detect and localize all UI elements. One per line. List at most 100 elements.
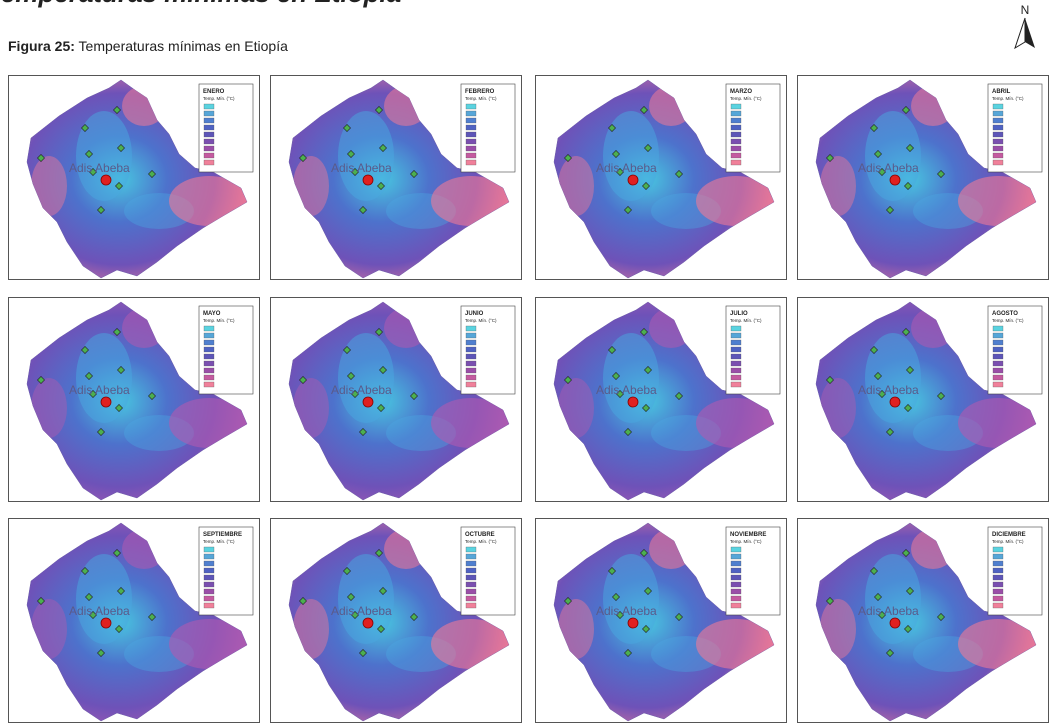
legend-swatch — [466, 568, 476, 573]
lowland — [384, 308, 428, 348]
city-label: Adis Abeba — [331, 604, 392, 618]
legend-swatch — [466, 333, 476, 338]
lowland — [169, 398, 249, 448]
map: Adis AbebaABRILTemp. Mín. (°C) — [798, 76, 1048, 279]
figure-caption: Figura 25: Temperaturas mínimas en Etiop… — [8, 38, 288, 54]
legend-swatch — [993, 118, 1003, 123]
highland — [338, 554, 394, 644]
lowland — [696, 619, 776, 669]
lowland — [911, 86, 955, 126]
legend-title: Temp. Mín. (°C) — [203, 539, 235, 544]
legend-swatch — [204, 354, 214, 359]
legend-swatch — [466, 361, 476, 366]
lowland — [384, 86, 428, 126]
highland — [865, 554, 921, 644]
highland — [338, 111, 394, 201]
lowland — [122, 529, 166, 569]
legend-swatch — [731, 160, 741, 165]
city-label: Adis Abeba — [858, 383, 919, 397]
legend-swatch — [204, 118, 214, 123]
legend-swatch — [204, 153, 214, 158]
month-label: MAYO — [203, 311, 221, 317]
north-label: N — [1021, 4, 1030, 17]
lowland — [649, 529, 693, 569]
legend-swatch — [466, 125, 476, 130]
legend-swatch — [466, 561, 476, 566]
map: Adis Abeba AGOSTOTemp. Mín. (°C) — [798, 298, 1048, 501]
legend-swatch — [731, 589, 741, 594]
legend-swatch — [204, 375, 214, 380]
legend-swatch — [466, 554, 476, 559]
lowland — [431, 398, 511, 448]
legend: SEPTIEMBRETemp. Mín. (°C) — [199, 527, 253, 615]
city-label: Adis Abeba — [858, 604, 919, 618]
lowland — [293, 599, 329, 659]
city-label: Adis Abeba — [69, 604, 130, 618]
legend-swatch — [204, 603, 214, 608]
legend-title: Temp. Mín. (°C) — [730, 96, 762, 101]
legend: DICIEMBRETemp. Mín. (°C) — [988, 527, 1042, 615]
legend-swatch — [466, 375, 476, 380]
legend-swatch — [204, 554, 214, 559]
month-label: OCTUBRE — [465, 532, 495, 538]
lowland — [31, 156, 67, 216]
legend-title: Temp. Mín. (°C) — [730, 318, 762, 323]
page: {"heading":"Temperaturas mínimas en Etio… — [0, 0, 1049, 724]
legend-swatch — [466, 160, 476, 165]
legend-swatch — [993, 146, 1003, 151]
lowland — [958, 619, 1038, 669]
city-label: Adis Abeba — [858, 161, 919, 175]
legend-title: Temp. Mín. (°C) — [992, 318, 1024, 323]
legend-swatch — [204, 326, 214, 331]
month-label: JUNIO — [465, 311, 484, 317]
legend: MAYOTemp. Mín. (°C) — [199, 306, 253, 394]
legend-swatch — [993, 547, 1003, 552]
legend-swatch — [204, 382, 214, 387]
map-panel: Adis AbebaFEBREROTemp. Mín. (°C) — [270, 75, 522, 280]
legend-swatch — [466, 118, 476, 123]
legend-swatch — [204, 104, 214, 109]
legend-swatch — [204, 160, 214, 165]
legend-swatch — [731, 361, 741, 366]
month-label: AGOSTO — [992, 311, 1018, 317]
city-label: Adis Abeba — [596, 604, 657, 618]
legend-swatch — [204, 589, 214, 594]
city-label: Adis Abeba — [69, 161, 130, 175]
legend-title: Temp. Mín. (°C) — [730, 539, 762, 544]
legend-swatch — [993, 333, 1003, 338]
legend-swatch — [731, 132, 741, 137]
legend-swatch — [993, 582, 1003, 587]
legend-swatch — [993, 375, 1003, 380]
legend-title: Temp. Mín. (°C) — [203, 96, 235, 101]
legend-swatch — [993, 340, 1003, 345]
legend-swatch — [204, 568, 214, 573]
capital — [628, 175, 638, 185]
legend-swatch — [731, 575, 741, 580]
legend-swatch — [204, 596, 214, 601]
arrow-half — [1015, 18, 1025, 48]
capital — [628, 397, 638, 407]
month-label: NOVIEMBRE — [730, 532, 766, 538]
legend-swatch — [731, 153, 741, 158]
map: Adis AbebaENEROTemp. Mín. (°C) — [9, 76, 259, 279]
arrow-half — [1025, 18, 1035, 48]
legend-swatch — [731, 139, 741, 144]
legend-swatch — [204, 368, 214, 373]
map: Adis AbebaMARZOTemp. Mín. (°C) — [536, 76, 786, 279]
legend-swatch — [466, 132, 476, 137]
map: Adis AbebaOCTUBRETemp. Mín. (°C) — [271, 519, 521, 722]
legend-title: Temp. Mín. (°C) — [203, 318, 235, 323]
map: Adis Abeba SEPTIEMBRETemp. Mín. (°C) — [9, 519, 259, 722]
figure-label: Figura 25: — [8, 38, 75, 54]
lowland — [649, 86, 693, 126]
city-label: Adis Abeba — [596, 383, 657, 397]
legend-title: Temp. Mín. (°C) — [992, 539, 1024, 544]
legend-swatch — [466, 547, 476, 552]
map: Adis Abeba DICIEMBRETemp. Mín. (°C) — [798, 519, 1048, 722]
legend-swatch — [466, 603, 476, 608]
legend-swatch — [204, 340, 214, 345]
